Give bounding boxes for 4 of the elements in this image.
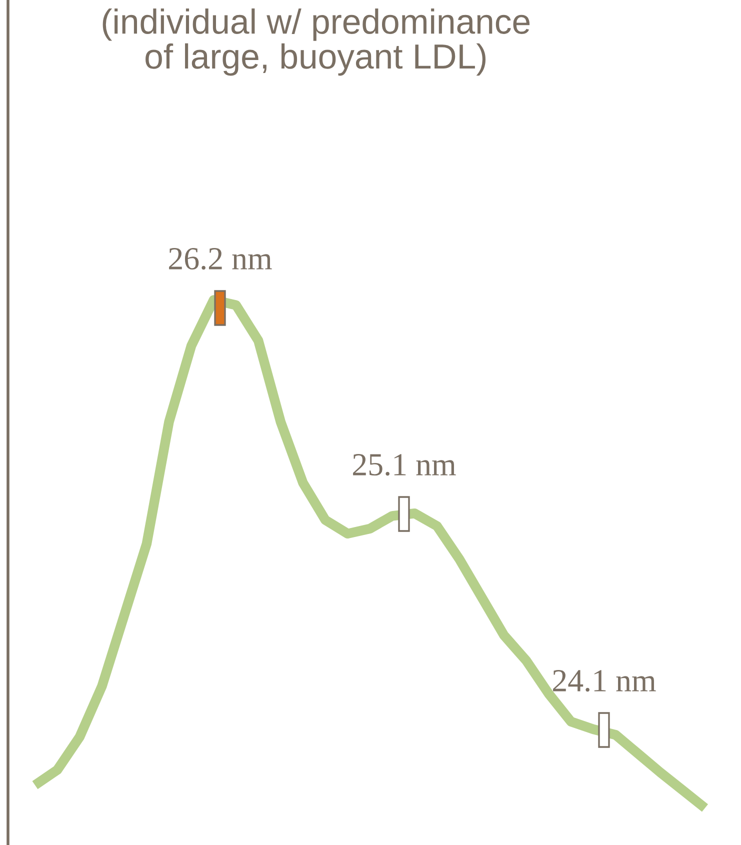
text: 26.2 nm [169, 248, 272, 270]
chart-title: (individual w/ predominance of large, buoyant LDL) [102, 8, 530, 76]
annotation: 25.1 nm [353, 454, 456, 476]
annotation: 24.1 nm [553, 670, 656, 692]
